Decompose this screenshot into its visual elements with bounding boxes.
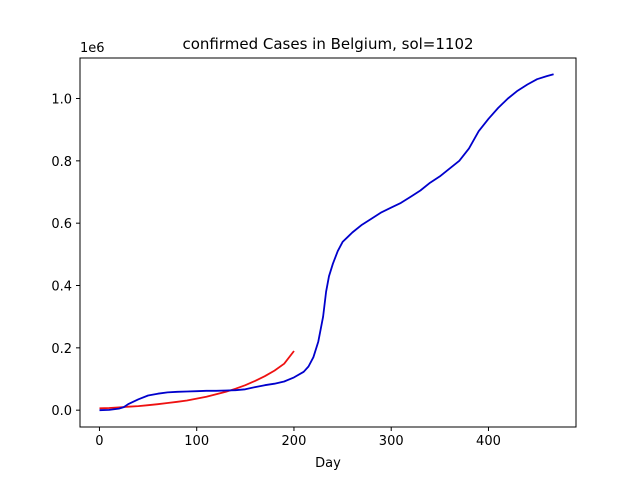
y-tick-label: 0.0 <box>51 404 72 419</box>
y-tick-label: 0.2 <box>51 342 72 357</box>
y-tick-label: 0.6 <box>51 217 72 232</box>
y-axis-offset-label: 1e6 <box>80 41 105 56</box>
series-group <box>99 73 554 412</box>
x-tick-label: 400 <box>476 434 501 449</box>
x-tick-label: 200 <box>282 434 307 449</box>
series-line-1 <box>99 73 554 412</box>
x-tick-label: 100 <box>184 434 209 449</box>
x-axis-ticks: 0 100 200 300 400 <box>95 427 501 449</box>
plot-area: 0 100 200 300 400 0.0 0.2 0.4 0.6 0.8 1.0 <box>51 57 577 449</box>
chart-title: confirmed Cases in Belgium, sol=1102 <box>182 35 473 53</box>
x-axis-label: Day <box>315 456 341 471</box>
y-tick-label: 0.4 <box>51 280 72 295</box>
y-tick-label: 0.8 <box>51 155 72 170</box>
y-axis-ticks: 0.0 0.2 0.4 0.6 0.8 1.0 <box>51 93 80 419</box>
x-tick-label: 0 <box>95 434 103 449</box>
x-tick-label: 300 <box>379 434 404 449</box>
y-tick-label: 1.0 <box>51 93 72 108</box>
series-line-0 <box>99 350 295 410</box>
plot-frame <box>79 57 577 428</box>
